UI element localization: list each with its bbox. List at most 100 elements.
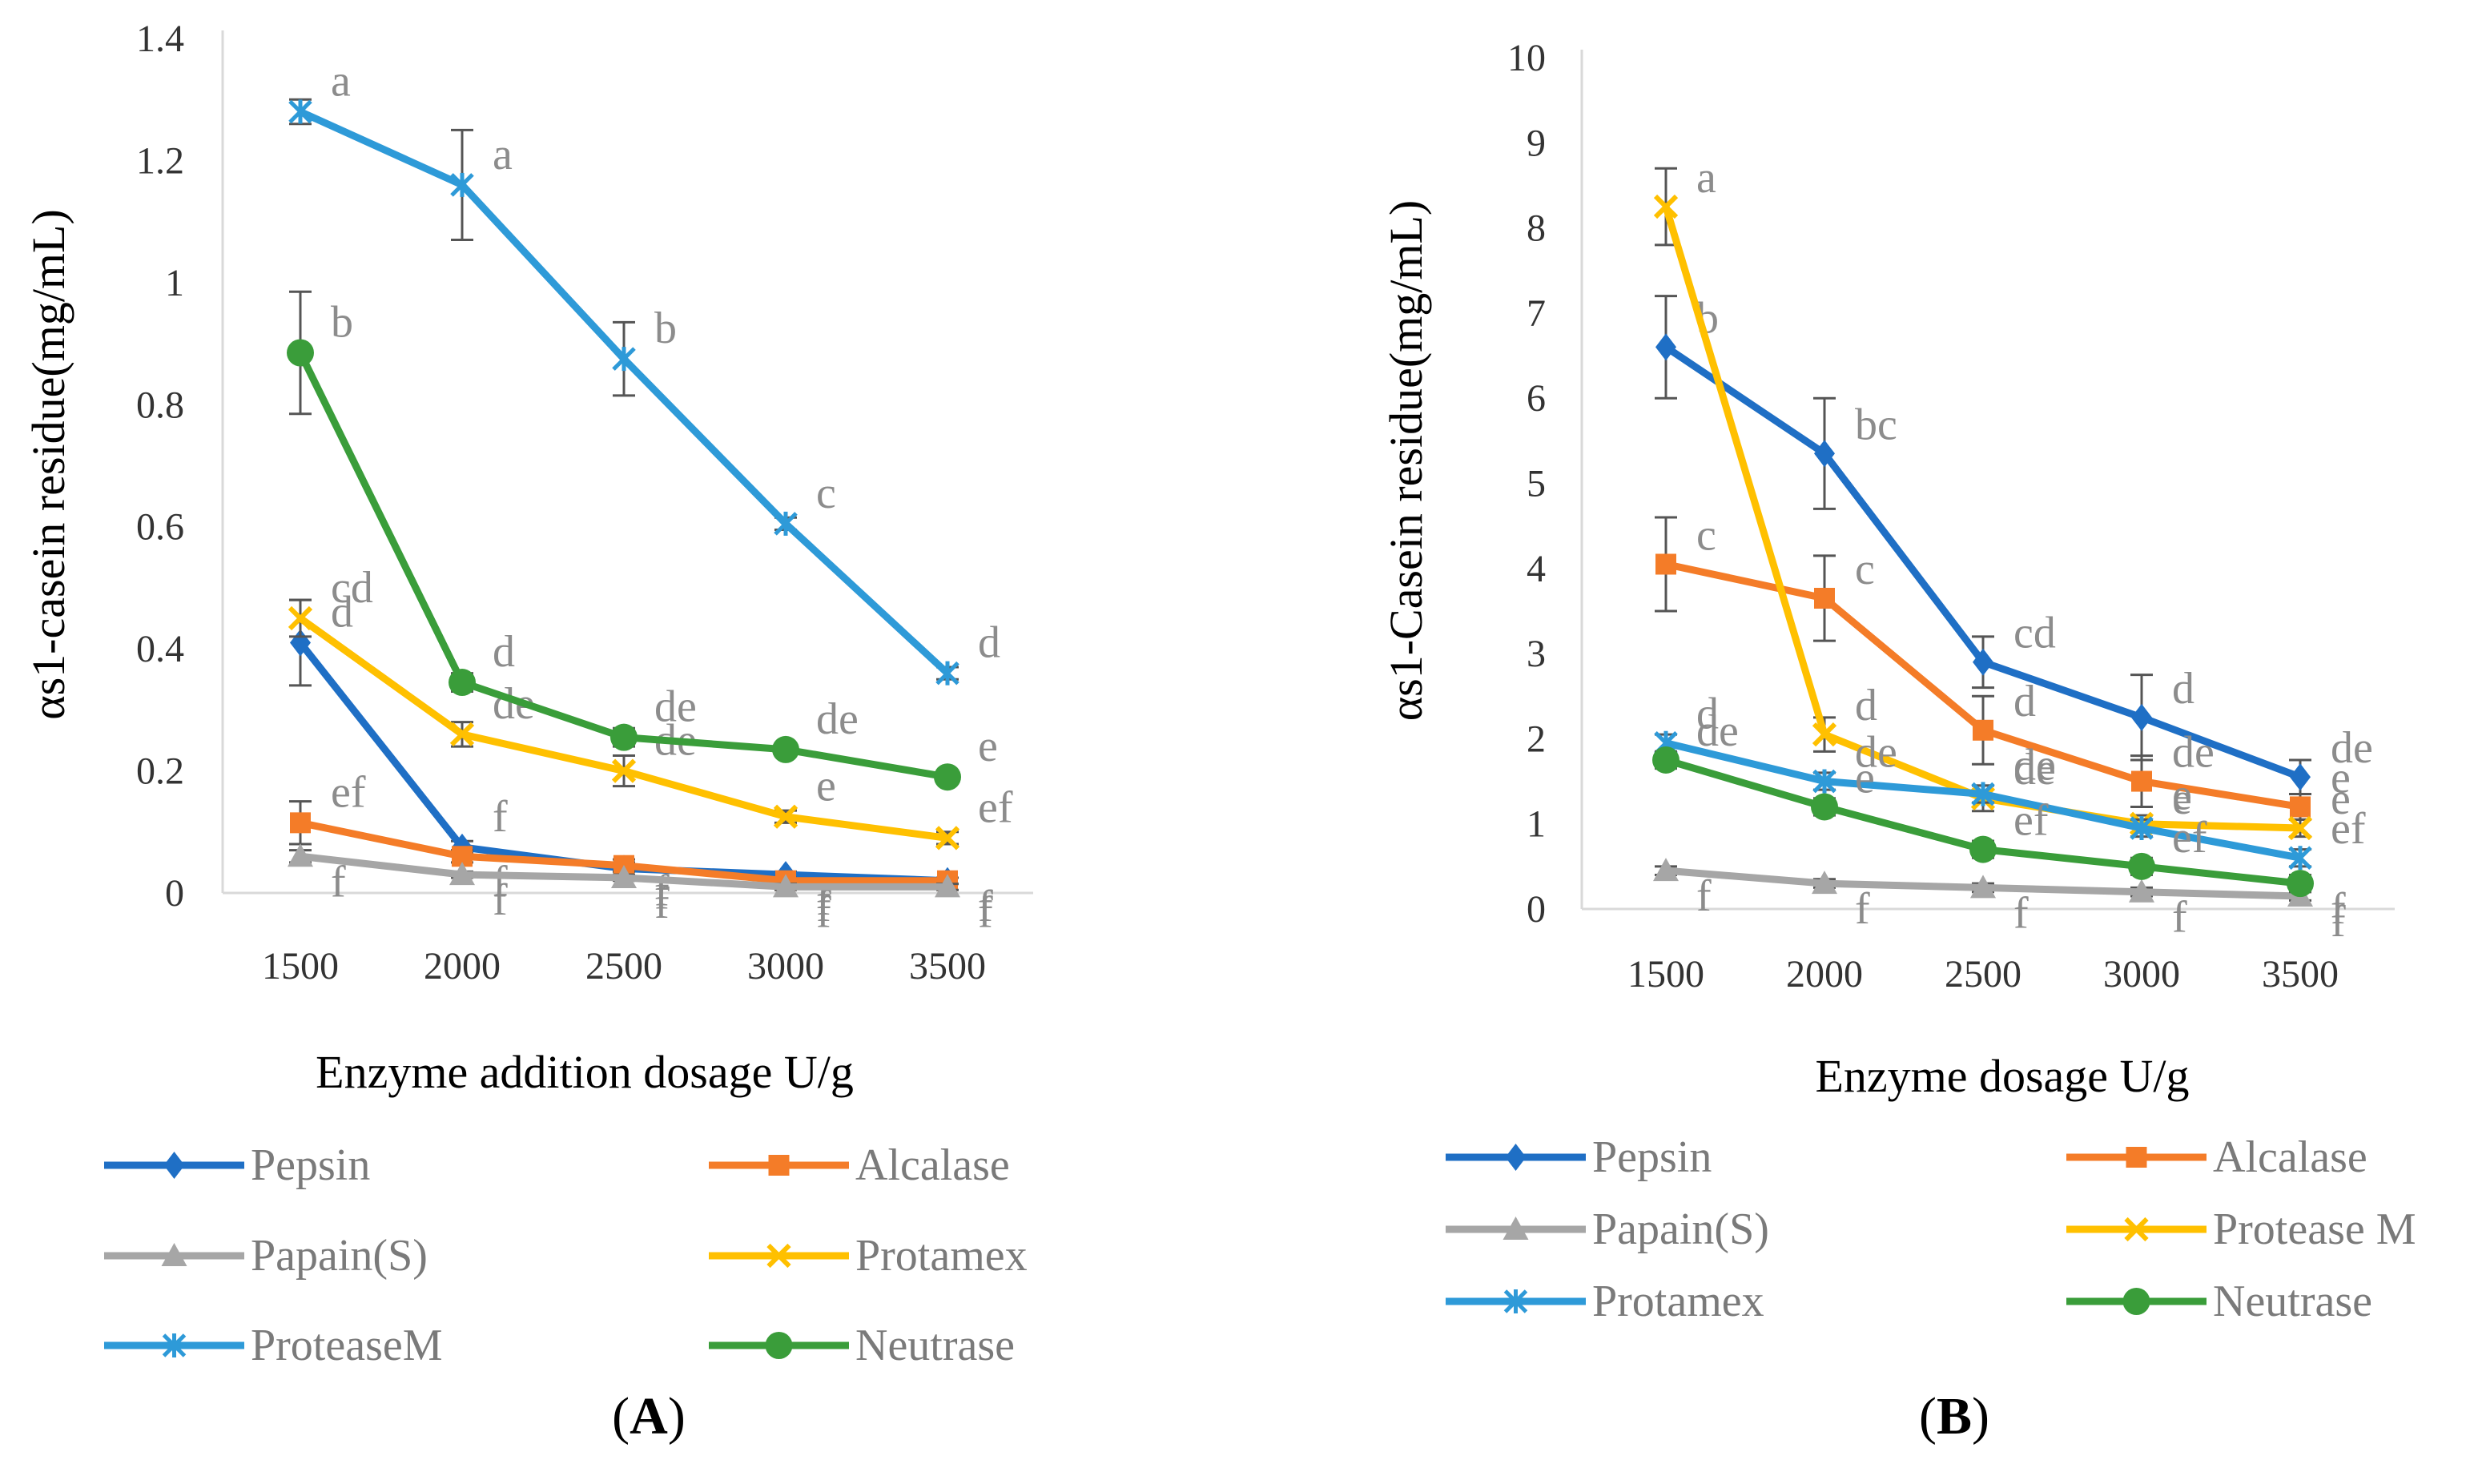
data-point xyxy=(773,874,799,898)
significance-label: f xyxy=(2331,884,2346,934)
y-tick-label: 1.2 xyxy=(136,139,184,182)
legend-marker xyxy=(1503,1217,1529,1240)
significance-label: a xyxy=(1696,153,1716,203)
significance-label: f xyxy=(2013,888,2029,938)
data-point xyxy=(1973,648,1993,676)
x-tick-label: 2500 xyxy=(585,945,662,987)
y-tick-label: 1 xyxy=(165,262,184,304)
data-point xyxy=(2129,879,2154,903)
y-tick-label: 1.4 xyxy=(136,18,184,60)
legend-label: Neutrase xyxy=(855,1321,1015,1370)
legend: Pepsin Alcalase Papain(S) Protease M Protame… xyxy=(1446,1132,2416,1326)
x-tick-label: 2000 xyxy=(1786,953,1863,995)
legend-label: Papain(S) xyxy=(251,1231,428,1281)
chart-panel-a: 0 0.2 0.4 0.6 0.8 1 1.2 1.4 1500 2000 2500 3000 3500… xyxy=(22,18,1033,1446)
significance-label: e xyxy=(1855,753,1875,802)
y-tick-label: 5 xyxy=(1527,463,1546,505)
data-point xyxy=(1971,782,1995,806)
data-point xyxy=(1970,875,1996,899)
chart-panel-b: 0 1 2 3 4 5 6 7 8 9 10 1500 2000 2500 3000 3500 Enzyme d… xyxy=(1380,37,2416,1446)
data-point xyxy=(449,669,476,697)
legend-label: Protamex xyxy=(1592,1277,1764,1326)
data-point xyxy=(1812,769,1836,794)
panel-letter: B xyxy=(1937,1387,1972,1446)
significance-label: d xyxy=(2172,664,2194,714)
data-point xyxy=(1812,722,1837,747)
legend-label: Papain(S) xyxy=(1592,1204,1769,1254)
significance-label: f xyxy=(493,792,508,842)
data-point xyxy=(449,862,475,886)
legend-item: Neutrase xyxy=(709,1321,1015,1370)
x-tick-label: 2500 xyxy=(1945,953,2021,995)
legend-label: Protamex xyxy=(855,1231,1028,1281)
significance-label: a xyxy=(493,130,513,179)
y-axis-title: αs1-casein residue(mg/mL) xyxy=(22,209,74,720)
significance-label: f xyxy=(493,875,508,925)
significance-label: e xyxy=(2172,770,2192,820)
significance-label: e xyxy=(2331,753,2351,802)
data-point xyxy=(935,826,960,851)
data-point xyxy=(772,735,799,763)
legend-marker xyxy=(766,1243,791,1269)
significance-label: d xyxy=(2013,677,2036,726)
legend-label: Alcalase xyxy=(855,1140,1010,1190)
y-tick-label: 9 xyxy=(1527,122,1546,164)
data-point xyxy=(1653,858,1679,882)
data-point xyxy=(1653,194,1679,219)
legend-marker xyxy=(1503,1289,1528,1313)
y-tick-label: 0 xyxy=(1527,888,1546,931)
legend-label: Neutrase xyxy=(2213,1277,2372,1326)
legend-label: ProteaseM xyxy=(251,1321,443,1370)
significance-label: b xyxy=(331,298,353,348)
data-point xyxy=(288,843,313,867)
significance-label: de xyxy=(2013,740,2056,790)
x-tick-label: 3000 xyxy=(747,945,824,987)
data-point xyxy=(934,763,961,791)
legend-label: Alcalase xyxy=(2213,1132,2367,1182)
legend-item: Papain(S) xyxy=(104,1231,428,1281)
y-tick-label: 3 xyxy=(1527,633,1546,675)
significance-label: d xyxy=(331,588,353,637)
legend-marker xyxy=(162,1333,187,1357)
legend-label: Pepsin xyxy=(1592,1132,1712,1182)
data-point xyxy=(935,661,959,686)
data-point xyxy=(611,758,637,783)
y-tick-label: 10 xyxy=(1507,37,1546,79)
significance-label: f xyxy=(2331,897,2346,947)
y-tick-label: 6 xyxy=(1527,377,1546,420)
y-axis-title: αs1-Casein residue(mg/mL) xyxy=(1380,200,1432,722)
x-tick-label: 3000 xyxy=(2103,953,2180,995)
data-point xyxy=(2288,846,2312,871)
legend-marker xyxy=(1505,1144,1527,1171)
legend-marker xyxy=(163,1152,185,1179)
significance-label: f xyxy=(816,887,831,937)
data-point xyxy=(774,511,798,536)
significance-label: e xyxy=(2331,774,2351,824)
significance-label: ef xyxy=(2013,796,2049,846)
data-point xyxy=(2131,770,2152,792)
x-axis-title: Enzyme dosage U/g xyxy=(1815,1050,2189,1102)
significance-label: f xyxy=(978,887,993,937)
y-tick-label: 0.4 xyxy=(136,628,184,670)
legend-marker xyxy=(2124,1217,2149,1242)
significance-label: d xyxy=(1696,690,1719,739)
data-point xyxy=(610,723,638,751)
data-point xyxy=(1814,588,1835,609)
x-tick-label: 3500 xyxy=(2262,953,2339,995)
significance-label: f xyxy=(1696,871,1712,921)
data-point xyxy=(1652,746,1680,774)
significance-label: e xyxy=(816,762,836,811)
data-point xyxy=(287,339,314,367)
significance-label: ef xyxy=(2331,804,2366,854)
panel-label: (A) xyxy=(612,1387,686,1446)
significance-label: d xyxy=(1855,681,1877,730)
significance-label: de xyxy=(2013,745,2056,794)
data-point xyxy=(611,864,637,888)
significance-label: de xyxy=(2331,723,2373,773)
